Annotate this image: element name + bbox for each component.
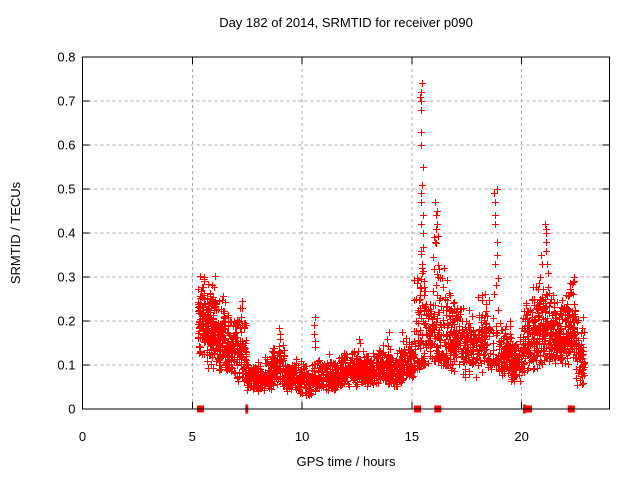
y-tick-label: 0.8	[57, 50, 75, 65]
gridlines	[82, 57, 610, 409]
y-tick-label: 0.7	[57, 94, 75, 109]
y-axis-label: SRMTID / TECUs	[8, 181, 23, 284]
y-tick-label: 0.5	[57, 182, 75, 197]
x-tick-label: 5	[189, 429, 196, 444]
x-axis-label: GPS time / hours	[297, 454, 396, 469]
x-tick-label: 0	[79, 429, 86, 444]
x-tick-label: 15	[405, 429, 419, 444]
y-tick-label: 0.1	[57, 358, 75, 373]
y-tick-label: 0	[68, 402, 75, 417]
x-tick-label: 20	[514, 429, 528, 444]
y-tick-label: 0.6	[57, 138, 75, 153]
axis-ticks	[82, 56, 610, 410]
x-tick-label: 10	[295, 429, 309, 444]
chart-title: Day 182 of 2014, SRMTID for receiver p09…	[219, 15, 473, 30]
tick-labels: 0 5 10 15 20 0 0.1 0.2 0.3 0.4 0.5 0.6 0.7 0.8	[57, 50, 528, 445]
y-tick-label: 0.4	[57, 226, 75, 241]
data-points	[195, 80, 588, 399]
y-tick-label: 0.2	[57, 314, 75, 329]
y-tick-label: 0.3	[57, 270, 75, 285]
